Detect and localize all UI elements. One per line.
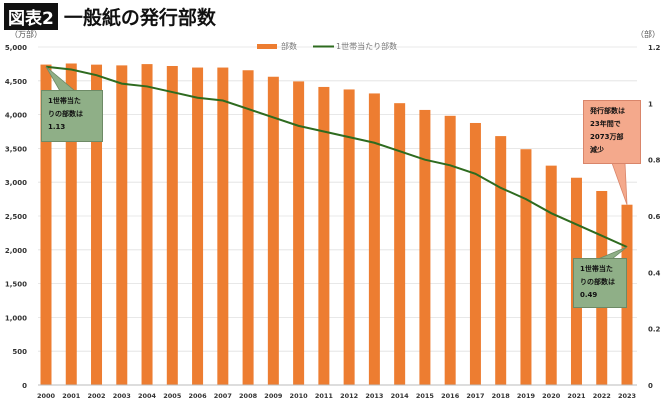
y-tick-label-right: 0 [648, 382, 653, 390]
x-tick-label: 2015 [416, 392, 435, 400]
bar-2019 [520, 149, 532, 385]
x-tick-label: 2005 [163, 392, 182, 400]
chart-title: 一般紙の発行部数 [63, 7, 216, 29]
x-tick-label: 2003 [113, 392, 131, 400]
y-tick-label-right: 0.2 [648, 326, 661, 334]
figure-badge: 図表2 [4, 3, 58, 30]
y-axis-label-left: （万部） [10, 29, 42, 39]
y-tick-label-right: 1.2 [648, 44, 661, 52]
bar-2002 [91, 64, 103, 385]
bar-2010 [293, 81, 305, 386]
bar-2006 [192, 67, 204, 385]
bar-2013 [368, 93, 380, 386]
x-tick-label: 2014 [391, 392, 410, 400]
x-tick-label: 2009 [264, 392, 283, 400]
bar-2018 [495, 136, 507, 385]
annotation-decline-pointer [611, 162, 628, 205]
x-tick-label: 2021 [567, 392, 586, 400]
x-tick-label: 2000 [37, 392, 56, 400]
bar-2003 [116, 65, 128, 385]
x-tick-label: 2004 [138, 392, 157, 400]
y-tick-label-left: 0 [22, 382, 27, 390]
x-tick-label: 2007 [214, 392, 232, 400]
bar-2009 [267, 76, 279, 385]
bar-2008 [242, 70, 254, 386]
x-tick-label: 2013 [365, 392, 383, 400]
y-tick-label-left: 2,500 [5, 213, 27, 221]
bar-2023 [621, 204, 633, 385]
bar-2007 [217, 67, 229, 385]
legend-swatch-bars [257, 44, 277, 49]
bar-2000 [40, 64, 52, 386]
bar-2011 [318, 86, 330, 385]
x-tick-label: 2018 [492, 392, 511, 400]
x-tick-label: 2019 [517, 392, 536, 400]
bar-2015 [419, 109, 431, 385]
bar-2020 [545, 165, 557, 385]
bar-2017 [469, 122, 481, 386]
x-tick-label: 2011 [315, 392, 334, 400]
x-tick-label: 2006 [189, 392, 208, 400]
x-tick-label: 2002 [87, 392, 105, 400]
y-tick-label-left: 4,000 [5, 112, 27, 120]
x-tick-label: 2022 [593, 392, 611, 400]
annotation-start: 1世帯当た りの部数は 1.13 [41, 90, 103, 142]
y-tick-label-left: 1,000 [5, 314, 27, 322]
y-tick-label-left: 4,500 [5, 78, 27, 86]
y-tick-label-left: 3,500 [5, 145, 27, 153]
chart-header: 図表2 一般紙の発行部数 [4, 3, 216, 30]
bar-2014 [394, 103, 406, 385]
bar-2005 [166, 65, 178, 385]
x-tick-label: 2001 [62, 392, 81, 400]
bar-2012 [343, 89, 355, 386]
x-tick-label: 2020 [542, 392, 561, 400]
y-tick-label-left: 5,000 [5, 44, 27, 52]
legend-label-bars: 部数 [281, 41, 297, 51]
x-tick-label: 2010 [290, 392, 309, 400]
y-tick-label-left: 2,000 [5, 247, 27, 255]
x-tick-label: 2012 [340, 392, 358, 400]
annotation-end: 1世帯当た りの部数は 0.49 [573, 258, 627, 308]
y-tick-label-right: 0.6 [648, 213, 661, 221]
y-tick-label-right: 0.8 [648, 157, 661, 165]
x-tick-label: 2023 [618, 392, 636, 400]
y-tick-label-right: 0.4 [648, 269, 661, 277]
y-tick-label-right: 1 [648, 100, 653, 108]
y-tick-label-left: 500 [12, 348, 27, 356]
y-tick-label-left: 1,500 [5, 281, 27, 289]
x-tick-label: 2008 [239, 392, 258, 400]
line-series-per-household [45, 65, 628, 248]
bar-2004 [141, 64, 153, 386]
y-axis-label-right: （部） [636, 29, 660, 39]
annotation-decline: 発行部数は 23年間で 2073万部 減少 [583, 100, 641, 164]
bar-2016 [444, 115, 456, 385]
x-tick-label: 2017 [466, 392, 484, 400]
x-tick-label: 2016 [441, 392, 460, 400]
legend-label-line: 1世帯当たり部数 [336, 41, 397, 51]
bar-2001 [65, 63, 77, 386]
y-tick-label-left: 3,000 [5, 179, 27, 187]
